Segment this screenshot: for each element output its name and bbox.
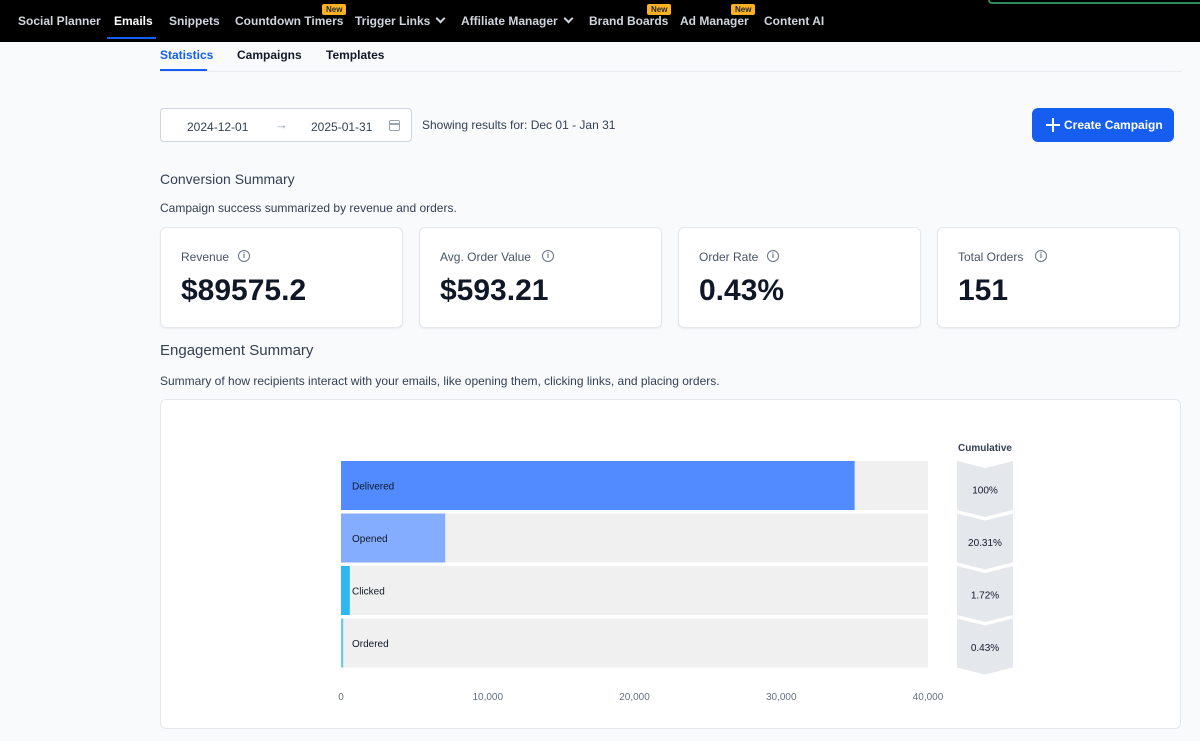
nav-item-countdown-timers[interactable]: Countdown Timers (235, 14, 344, 28)
x-tick-label: 10,000 (472, 692, 503, 703)
new-badge: New (647, 4, 672, 15)
conversion-summary-desc: Campaign success summarized by revenue a… (160, 201, 457, 215)
info-icon[interactable]: i (767, 250, 779, 262)
cumulative-value: 1.72% (971, 591, 999, 602)
stat-card-order-rate: Order Rate i 0.43% (678, 227, 921, 328)
stat-value: 151 (958, 274, 1009, 307)
nav-active-indicator (107, 37, 156, 39)
nav-item-ad-manager[interactable]: Ad Manager (680, 14, 749, 28)
bar-label: Ordered (352, 639, 389, 650)
bar-track (341, 618, 928, 668)
top-right-frame (988, 0, 1200, 4)
stat-card-total-orders: Total Orders i 151 (937, 227, 1180, 328)
x-tick-label: 40,000 (913, 692, 944, 703)
bar-opened (341, 513, 446, 563)
stat-label: Total Orders (958, 250, 1024, 264)
stat-label: Avg. Order Value (440, 250, 531, 264)
cumulative-value: 0.43% (971, 643, 999, 654)
create-campaign-button[interactable]: Create Campaign (1032, 108, 1174, 142)
engagement-summary-desc: Summary of how recipients interact with … (160, 374, 720, 388)
arrow-right-icon: → (275, 117, 288, 132)
bar-track (341, 566, 928, 615)
create-campaign-label: Create Campaign (1064, 118, 1163, 132)
bar-label: Delivered (352, 482, 394, 493)
bar-label: Clicked (352, 587, 385, 598)
bar-clicked (341, 566, 350, 615)
cumulative-chevron (957, 566, 1013, 622)
bar-label: Opened (352, 534, 388, 545)
chevron-down-icon (435, 13, 446, 24)
calendar-icon[interactable] (389, 120, 400, 131)
x-tick-label: 20,000 (619, 692, 650, 703)
new-badge: New (731, 4, 756, 15)
tab-statistics[interactable]: Statistics (160, 48, 214, 62)
stat-label: Order Rate (699, 250, 759, 264)
tab-templates[interactable]: Templates (326, 48, 385, 62)
plus-icon (1046, 118, 1060, 132)
stat-label: Revenue (181, 250, 230, 264)
conversion-summary-title: Conversion Summary (160, 171, 295, 187)
nav-item-label: Affiliate Manager (461, 14, 558, 28)
stat-card-avg-order-value: Avg. Order Value i $593.21 (419, 227, 662, 328)
nav-item-label: Trigger Links (355, 14, 431, 28)
engagement-funnel-chart: Delivered 100% Opened 20.31% Clicked 1.72% Ord… (338, 443, 1013, 703)
cumulative-chevron (957, 461, 1013, 517)
cumulative-chevron (957, 513, 1013, 570)
cumulative-header: Cumulative (958, 443, 1012, 454)
engagement-chart-panel: Delivered 100% Opened 20.31% Clicked 1.72% Ord… (160, 399, 1181, 729)
x-tick-label: 0 (338, 692, 344, 703)
nav-item-snippets[interactable]: Snippets (169, 14, 220, 28)
bar-ordered (341, 618, 344, 668)
engagement-summary-title: Engagement Summary (160, 342, 314, 359)
chevron-down-icon (563, 13, 574, 24)
top-nav: Social Planner Emails Snippets Countdown… (0, 0, 1200, 42)
cumulative-value: 20.31% (968, 538, 1002, 549)
end-date-input[interactable]: 2025-01-31 (311, 120, 373, 134)
bar-delivered (341, 461, 855, 510)
nav-item-trigger-links[interactable]: Trigger Links (355, 0, 446, 42)
cumulative-value: 100% (972, 486, 998, 497)
nav-item-social-planner[interactable]: Social Planner (18, 14, 101, 28)
tab-campaigns[interactable]: Campaigns (237, 48, 302, 62)
sub-tabs: Statistics Campaigns Templates (160, 42, 1182, 72)
nav-item-content-ai[interactable]: Content AI (764, 14, 825, 28)
info-icon[interactable]: i (542, 250, 554, 262)
stat-value: $593.21 (440, 274, 549, 307)
cumulative-chevron (957, 618, 1013, 675)
nav-item-affiliate-manager[interactable]: Affiliate Manager (461, 0, 574, 42)
x-tick-label: 30,000 (766, 692, 797, 703)
tab-active-indicator (160, 69, 207, 71)
nav-item-emails[interactable]: Emails (114, 14, 153, 28)
stat-card-revenue: Revenue i $89575.2 (160, 227, 403, 328)
stat-value: 0.43% (699, 274, 785, 307)
nav-item-brand-boards[interactable]: Brand Boards (589, 14, 669, 28)
new-badge: New (322, 4, 347, 15)
showing-results-text: Showing results for: Dec 01 - Jan 31 (422, 118, 616, 132)
info-icon[interactable]: i (1035, 250, 1047, 262)
start-date-input[interactable]: 2024-12-01 (187, 120, 249, 134)
date-range-picker[interactable]: 2024-12-01 → 2025-01-31 (160, 108, 412, 142)
info-icon[interactable]: i (238, 250, 250, 262)
stat-value: $89575.2 (181, 274, 307, 307)
